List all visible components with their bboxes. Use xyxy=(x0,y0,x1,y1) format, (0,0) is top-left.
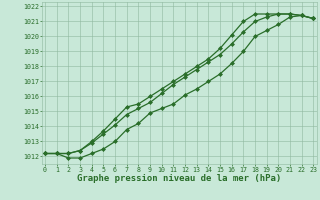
X-axis label: Graphe pression niveau de la mer (hPa): Graphe pression niveau de la mer (hPa) xyxy=(77,174,281,183)
